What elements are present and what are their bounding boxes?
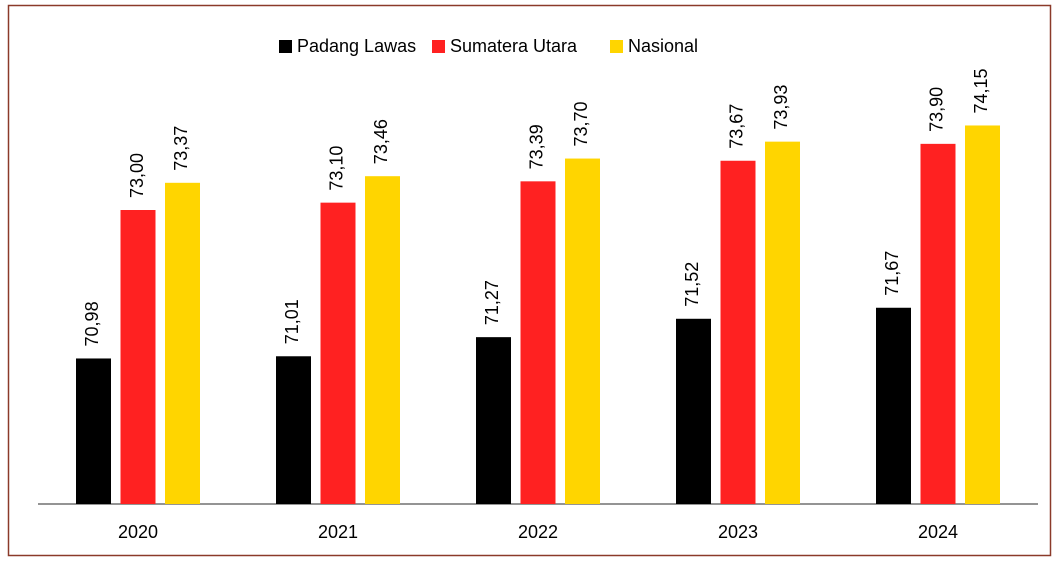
bar — [76, 358, 111, 504]
value-label: 73,90 — [927, 87, 947, 132]
value-label: 73,46 — [371, 119, 391, 164]
bar — [765, 141, 800, 504]
value-label: 71,52 — [682, 262, 702, 307]
value-label: 71,01 — [282, 299, 302, 344]
bar — [365, 176, 400, 504]
value-label: 73,37 — [171, 126, 191, 171]
x-tick-label: 2020 — [118, 522, 158, 542]
bar — [920, 143, 956, 504]
legend-swatch — [610, 40, 623, 53]
legend-label: Nasional — [628, 36, 698, 56]
bar — [520, 181, 556, 504]
value-label: 71,67 — [882, 251, 902, 296]
x-tick-label: 2022 — [518, 522, 558, 542]
value-label: 74,15 — [971, 68, 991, 113]
x-tick-label: 2024 — [918, 522, 958, 542]
value-label: 73,70 — [571, 102, 591, 147]
value-label: 71,27 — [482, 280, 502, 325]
bar — [676, 318, 711, 504]
bar — [120, 210, 156, 504]
bar — [965, 125, 1000, 504]
bar — [876, 307, 911, 504]
bar — [720, 160, 756, 504]
x-tick-label: 2021 — [318, 522, 358, 542]
bar — [320, 202, 356, 504]
x-tick-label: 2023 — [718, 522, 758, 542]
bar — [165, 182, 200, 504]
value-label: 73,93 — [771, 85, 791, 130]
legend-swatch — [279, 40, 292, 53]
bar — [565, 158, 600, 505]
value-label: 73,00 — [127, 153, 147, 198]
bar — [276, 356, 311, 504]
value-label: 73,67 — [727, 104, 747, 149]
value-label: 73,10 — [327, 146, 347, 191]
legend-swatch — [432, 40, 445, 53]
legend-label: Sumatera Utara — [450, 36, 578, 56]
value-label: 73,39 — [527, 124, 547, 169]
value-label: 70,98 — [82, 301, 102, 346]
legend-label: Padang Lawas — [297, 36, 416, 56]
bar — [476, 337, 511, 504]
